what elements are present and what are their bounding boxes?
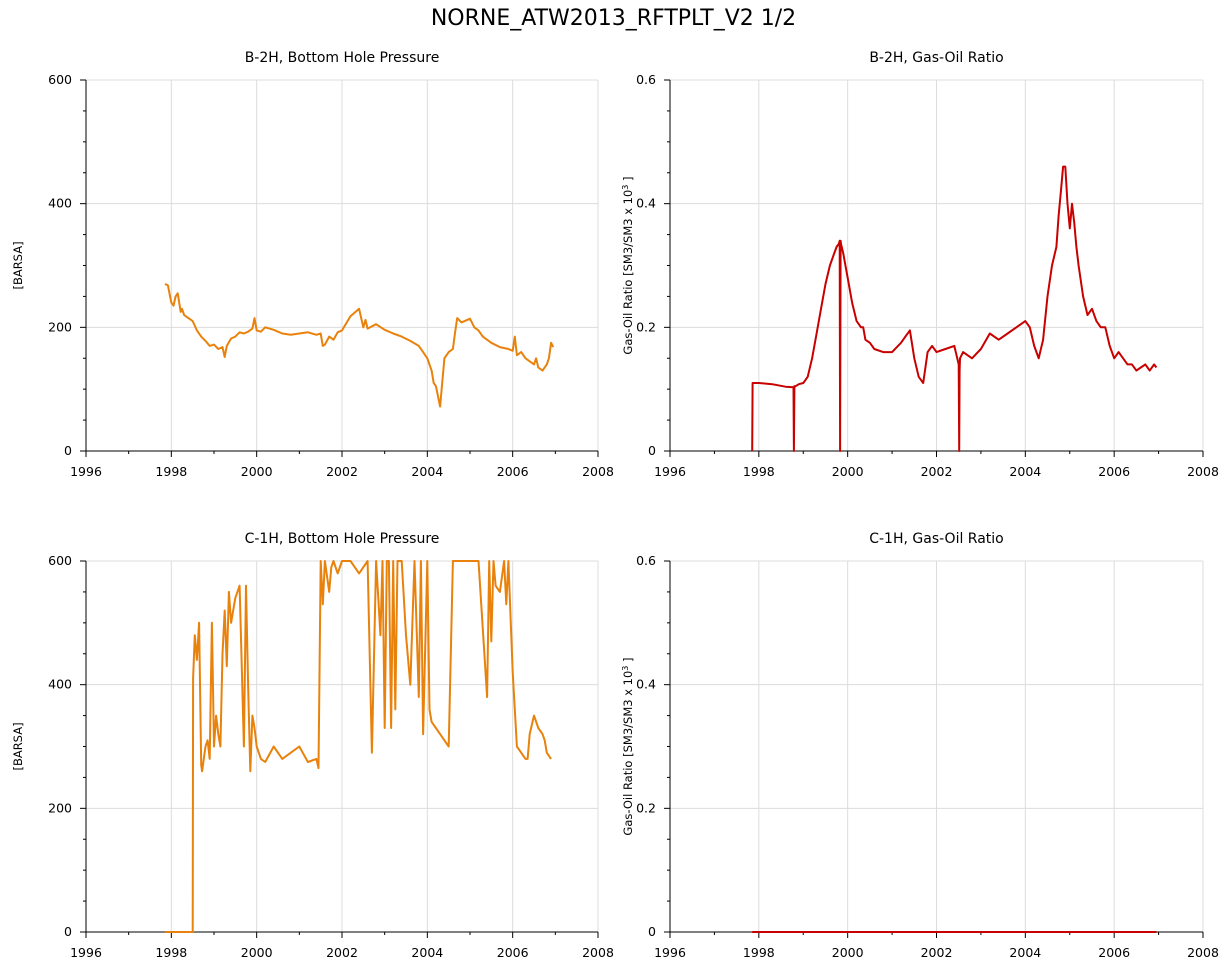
chart-title: B-2H, Bottom Hole Pressure xyxy=(245,50,440,66)
y-axis-label: Gas-Oil Ratio [SM3/SM3 x 103 ] xyxy=(621,657,636,835)
x-tick-label: 2000 xyxy=(241,945,273,960)
x-tick-label: 2008 xyxy=(582,464,614,479)
series-line-1 xyxy=(164,283,555,408)
x-tick-label: 1996 xyxy=(654,464,686,479)
x-tick-label: 1996 xyxy=(70,945,102,960)
chart-panel-3: 1996 1998 2000 2002 2004 2006 2008 0 200 400 600 C-… xyxy=(11,531,614,960)
y-axis-label-superscript: 3 xyxy=(621,666,630,671)
y-tick-label: 0.6 xyxy=(636,72,656,87)
y-tick-label: 600 xyxy=(48,72,72,87)
x-tick-label: 2008 xyxy=(582,945,614,960)
chart-title: C-1H, Bottom Hole Pressure xyxy=(245,531,440,547)
x-tick-label: 2002 xyxy=(326,464,358,479)
y-tick-label: 0.2 xyxy=(636,319,656,334)
x-tick-label: 1998 xyxy=(155,464,187,479)
y-tick-label: 0 xyxy=(64,443,72,458)
x-tick-label: 1998 xyxy=(155,945,187,960)
x-tick-label: 2008 xyxy=(1187,945,1219,960)
y-tick-label: 200 xyxy=(48,319,72,334)
x-tick-label: 2002 xyxy=(921,464,953,479)
x-tick-label: 2004 xyxy=(411,945,443,960)
y-tick-label: 0.4 xyxy=(636,677,656,692)
chart-title: C-1H, Gas-Oil Ratio xyxy=(869,531,1004,547)
x-tick-label: 2006 xyxy=(1098,945,1130,960)
chart-panel-2: 1996 1998 2000 2002 2004 2006 2008 0 0.2 0.4 0.6 B-… xyxy=(621,50,1219,479)
x-tick-label: 1998 xyxy=(743,945,775,960)
x-tick-label: 2004 xyxy=(1009,945,1041,960)
x-tick-label: 2006 xyxy=(497,945,529,960)
y-tick-label: 0 xyxy=(648,443,656,458)
x-tick-label: 2000 xyxy=(241,464,273,479)
y-axis-label: [BARSA] xyxy=(11,722,25,770)
y-tick-label: 0.4 xyxy=(636,196,656,211)
x-tick-label: 2000 xyxy=(832,945,864,960)
y-tick-label: 0.6 xyxy=(636,553,656,568)
x-tick-label: 1998 xyxy=(743,464,775,479)
chart-title: B-2H, Gas-Oil Ratio xyxy=(869,50,1003,66)
x-tick-label: 2006 xyxy=(1098,464,1130,479)
page-title: NORNE_ATW2013_RFTPLT_V2 1/2 xyxy=(430,6,797,31)
y-tick-label: 200 xyxy=(48,800,72,815)
series-line-1 xyxy=(164,560,552,933)
y-tick-label: 0.2 xyxy=(636,800,656,815)
x-tick-label: 2000 xyxy=(832,464,864,479)
y-tick-label: 0 xyxy=(64,924,72,939)
x-tick-label: 2004 xyxy=(1009,464,1041,479)
chart-panel-1: 1996 1998 2000 2002 2004 2006 2008 0 200 400 600 B-… xyxy=(11,50,614,479)
x-tick-label: 1996 xyxy=(654,945,686,960)
y-axis-label-superscript: 3 xyxy=(621,185,630,190)
y-tick-label: 0 xyxy=(648,924,656,939)
y-tick-label: 400 xyxy=(48,196,72,211)
x-tick-label: 2002 xyxy=(921,945,953,960)
x-tick-label: 2002 xyxy=(326,945,358,960)
x-tick-label: 1996 xyxy=(70,464,102,479)
chart-panel-4: 1996 1998 2000 2002 2004 2006 2008 0 0.2 0.4 0.6 C-… xyxy=(621,531,1219,960)
x-tick-label: 2008 xyxy=(1187,464,1219,479)
y-tick-label: 400 xyxy=(48,677,72,692)
x-tick-label: 2004 xyxy=(411,464,443,479)
x-tick-label: 2006 xyxy=(497,464,529,479)
y-axis-label: [BARSA] xyxy=(11,241,25,289)
y-axis-label: Gas-Oil Ratio [SM3/SM3 x 103 ] xyxy=(621,176,636,354)
y-tick-label: 600 xyxy=(48,553,72,568)
series-line-1 xyxy=(751,165,1158,452)
